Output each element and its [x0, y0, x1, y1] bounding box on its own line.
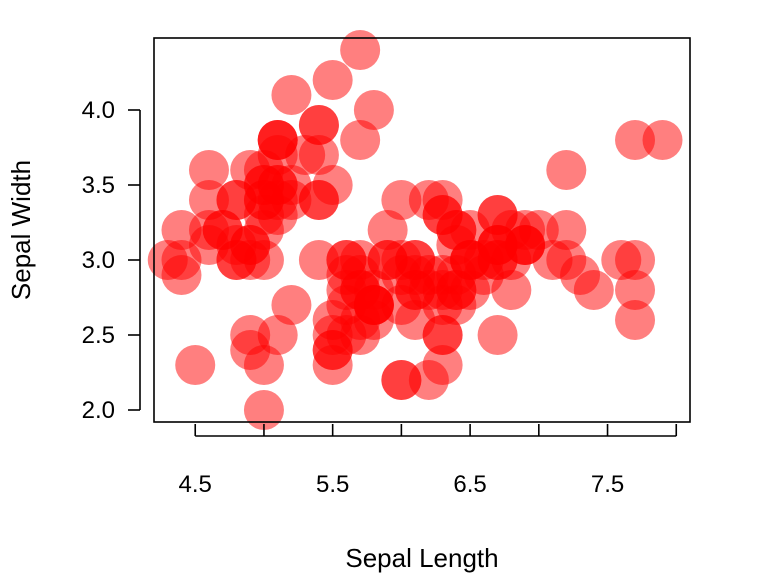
y-tick-label: 3.5 [82, 172, 115, 199]
y-tick-label: 3.0 [82, 247, 115, 274]
data-point [422, 315, 463, 355]
data-point [408, 180, 449, 220]
data-point [230, 315, 271, 355]
data-point [367, 240, 408, 280]
data-points [147, 30, 683, 430]
data-point [161, 240, 202, 280]
data-point [243, 390, 284, 430]
y-axis: 2.0 2.5 3.0 3.5 4.0 [82, 97, 141, 424]
plot-frame [153, 37, 691, 423]
data-point [573, 270, 614, 310]
data-point [298, 105, 339, 145]
data-point [615, 240, 656, 280]
data-point [546, 150, 587, 190]
data-point [340, 120, 381, 160]
y-axis-label: Sepal Width [6, 160, 36, 300]
data-point [271, 75, 312, 115]
data-point [175, 345, 216, 385]
data-point [298, 240, 339, 280]
y-tick-label: 2.0 [82, 397, 115, 424]
x-tick-label: 6.5 [453, 471, 486, 498]
data-point [381, 180, 422, 220]
x-tick-label: 5.5 [316, 471, 349, 498]
data-point [243, 195, 284, 235]
data-point [546, 210, 587, 250]
y-tick-label: 4.0 [82, 97, 115, 124]
data-point [188, 210, 229, 250]
data-point [353, 285, 394, 325]
data-point [285, 135, 326, 175]
data-point [312, 60, 353, 100]
data-point [477, 240, 518, 280]
data-point [243, 165, 284, 205]
data-point [216, 240, 257, 280]
data-point [477, 195, 518, 235]
x-tick-label: 4.5 [179, 471, 212, 498]
data-point [243, 345, 284, 385]
data-point [340, 30, 381, 70]
data-point [188, 150, 229, 190]
data-point [546, 240, 587, 280]
x-axis: 4.5 5.5 6.5 7.5 [179, 424, 678, 498]
data-point [615, 270, 656, 310]
data-point [615, 300, 656, 340]
data-point [188, 180, 229, 220]
data-point [642, 120, 683, 160]
data-point [353, 90, 394, 130]
data-point [271, 285, 312, 325]
data-point [367, 210, 408, 250]
y-tick-label: 2.5 [82, 322, 115, 349]
x-axis-label: Sepal Length [345, 543, 498, 573]
data-point [381, 360, 422, 400]
data-point [477, 315, 518, 355]
data-point [257, 315, 298, 355]
data-point [491, 270, 532, 310]
x-tick-label: 7.5 [591, 471, 624, 498]
data-point [161, 210, 202, 250]
data-point [422, 345, 463, 385]
data-point [312, 165, 353, 205]
data-point [450, 240, 491, 280]
data-point [422, 270, 463, 310]
data-point [340, 315, 381, 355]
data-point [615, 120, 656, 160]
